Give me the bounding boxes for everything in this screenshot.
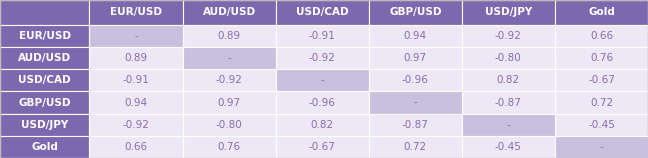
Bar <box>555 69 648 91</box>
Text: 0.66: 0.66 <box>124 142 148 152</box>
Text: 0.76: 0.76 <box>590 53 613 63</box>
Bar <box>275 114 369 136</box>
Bar <box>89 0 183 25</box>
Bar <box>0 114 89 136</box>
Text: -: - <box>320 75 324 85</box>
Text: -: - <box>507 120 510 130</box>
Bar <box>0 69 89 91</box>
Bar <box>183 114 275 136</box>
Bar <box>275 69 369 91</box>
Text: USD/JPY: USD/JPY <box>485 7 532 18</box>
Bar <box>462 114 555 136</box>
Text: -0.67: -0.67 <box>308 142 336 152</box>
Text: 0.76: 0.76 <box>218 142 240 152</box>
Text: 0.94: 0.94 <box>404 31 427 41</box>
Bar <box>369 0 462 25</box>
Bar <box>0 136 89 158</box>
Text: AUD/USD: AUD/USD <box>203 7 255 18</box>
Bar <box>183 136 275 158</box>
Bar <box>555 136 648 158</box>
Bar <box>0 0 89 25</box>
Bar <box>275 91 369 114</box>
Bar <box>462 25 555 47</box>
Bar <box>183 47 275 69</box>
Text: -0.92: -0.92 <box>122 120 150 130</box>
Text: 0.97: 0.97 <box>218 98 240 108</box>
Bar <box>89 136 183 158</box>
Text: Gold: Gold <box>588 7 615 18</box>
Bar <box>183 0 275 25</box>
Bar <box>89 114 183 136</box>
Bar <box>89 25 183 47</box>
Bar <box>183 25 275 47</box>
Bar <box>555 114 648 136</box>
Bar <box>89 47 183 69</box>
Text: -0.67: -0.67 <box>588 75 615 85</box>
Bar <box>89 69 183 91</box>
Bar <box>183 91 275 114</box>
Bar <box>462 136 555 158</box>
Text: -0.92: -0.92 <box>308 53 336 63</box>
Text: 0.82: 0.82 <box>310 120 334 130</box>
Text: -: - <box>134 31 138 41</box>
Text: -: - <box>599 142 603 152</box>
Text: GBP/USD: GBP/USD <box>389 7 441 18</box>
Bar <box>555 47 648 69</box>
Text: AUD/USD: AUD/USD <box>18 53 71 63</box>
Bar <box>462 47 555 69</box>
Text: 0.89: 0.89 <box>124 53 148 63</box>
Bar <box>369 25 462 47</box>
Bar <box>275 0 369 25</box>
Bar <box>369 47 462 69</box>
Bar <box>462 91 555 114</box>
Text: 0.82: 0.82 <box>497 75 520 85</box>
Text: -0.87: -0.87 <box>495 98 522 108</box>
Bar <box>0 47 89 69</box>
Text: USD/CAD: USD/CAD <box>18 75 71 85</box>
Text: USD/JPY: USD/JPY <box>21 120 68 130</box>
Text: -0.96: -0.96 <box>308 98 336 108</box>
Text: -: - <box>227 53 231 63</box>
Text: EUR/USD: EUR/USD <box>19 31 71 41</box>
Text: -0.80: -0.80 <box>495 53 522 63</box>
Text: 0.72: 0.72 <box>590 98 613 108</box>
Text: EUR/USD: EUR/USD <box>110 7 162 18</box>
Text: 0.94: 0.94 <box>124 98 148 108</box>
Text: USD/CAD: USD/CAD <box>296 7 349 18</box>
Bar <box>89 91 183 114</box>
Bar <box>369 69 462 91</box>
Bar <box>369 136 462 158</box>
Bar <box>0 25 89 47</box>
Bar <box>462 69 555 91</box>
Text: -0.45: -0.45 <box>495 142 522 152</box>
Bar <box>183 69 275 91</box>
Bar <box>555 0 648 25</box>
Text: -0.45: -0.45 <box>588 120 615 130</box>
Text: -0.80: -0.80 <box>216 120 242 130</box>
Bar <box>275 136 369 158</box>
Text: 0.89: 0.89 <box>218 31 240 41</box>
Text: GBP/USD: GBP/USD <box>18 98 71 108</box>
Text: 0.72: 0.72 <box>404 142 427 152</box>
Text: -0.91: -0.91 <box>122 75 150 85</box>
Bar <box>555 91 648 114</box>
Bar <box>462 0 555 25</box>
Bar <box>555 25 648 47</box>
Text: -0.87: -0.87 <box>402 120 429 130</box>
Text: -0.92: -0.92 <box>216 75 242 85</box>
Bar <box>369 114 462 136</box>
Text: -0.92: -0.92 <box>495 31 522 41</box>
Text: -0.91: -0.91 <box>308 31 336 41</box>
Bar <box>275 25 369 47</box>
Text: 0.66: 0.66 <box>590 31 613 41</box>
Bar <box>275 47 369 69</box>
Text: -0.96: -0.96 <box>402 75 429 85</box>
Text: 0.97: 0.97 <box>404 53 427 63</box>
Bar <box>0 91 89 114</box>
Text: -: - <box>413 98 417 108</box>
Text: Gold: Gold <box>31 142 58 152</box>
Bar <box>369 91 462 114</box>
